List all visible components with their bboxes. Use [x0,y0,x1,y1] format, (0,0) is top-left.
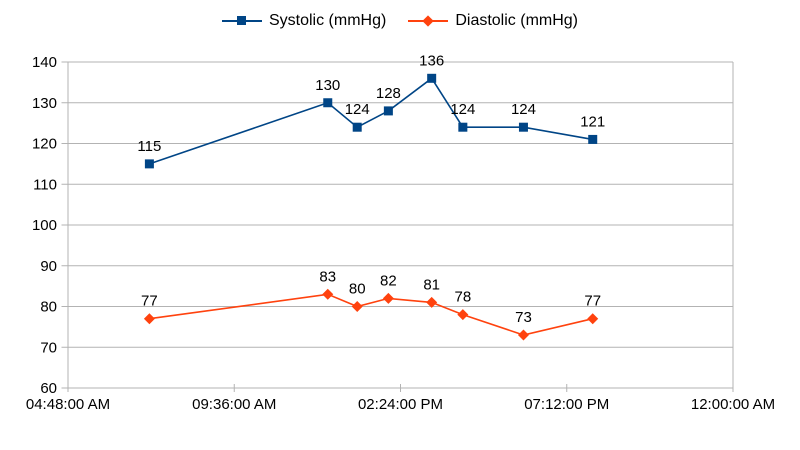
svg-text:80: 80 [40,299,57,316]
svg-text:60: 60 [40,380,57,397]
svg-text:90: 90 [40,258,57,275]
svg-text:04:48:00 AM: 04:48:00 AM [26,396,110,413]
svg-text:100: 100 [32,217,57,234]
data-label: 82 [380,272,397,289]
y-axis-labels: 60 70 80 90 100 110 120 130 140 [32,54,57,397]
legend-label-diastolic: Diastolic (mmHg) [455,12,578,29]
data-label: 73 [515,309,532,326]
data-label: 124 [450,101,475,118]
systolic-square-marker-icon [221,16,262,25]
svg-text:07:12:00 PM: 07:12:00 PM [524,396,609,413]
svg-text:120: 120 [32,136,57,153]
legend-item-diastolic: Diastolic (mmHg) [408,12,578,30]
data-label: 121 [580,113,605,130]
legend-label-systolic: Systolic (mmHg) [268,12,387,29]
series-diastolic: 77 83 80 82 81 78 73 77 [141,268,601,341]
svg-text:70: 70 [40,339,57,356]
svg-text:02:24:00 PM: 02:24:00 PM [358,396,443,413]
data-label: 136 [419,52,444,69]
y-gridlines [61,61,733,389]
data-label: 130 [315,77,340,94]
data-label: 124 [345,101,370,118]
data-label: 77 [584,293,601,310]
data-label: 128 [376,85,401,102]
data-label: 83 [319,268,336,285]
diastolic-diamond-marker-icon [408,15,449,27]
x-axis-labels: 04:48:00 AM 09:36:00 AM 02:24:00 PM 07:12:0… [26,384,775,413]
data-label: 81 [423,276,440,293]
data-label: 78 [455,289,472,306]
svg-text:130: 130 [32,95,57,112]
data-label: 80 [349,281,366,298]
legend: Systolic (mmHg) Diastolic (mmHg) [0,12,800,30]
svg-text:12:00:00 AM: 12:00:00 AM [691,396,775,413]
svg-text:140: 140 [32,54,57,71]
data-label: 124 [511,101,536,118]
series-systolic: 115 130 124 128 136 124 124 121 [137,52,605,169]
data-label: 77 [141,293,158,310]
svg-text:110: 110 [33,176,57,193]
svg-text:09:36:00 AM: 09:36:00 AM [192,396,276,413]
data-label: 115 [137,138,161,155]
legend-item-systolic: Systolic (mmHg) [221,12,387,30]
axis-frame [61,62,734,392]
